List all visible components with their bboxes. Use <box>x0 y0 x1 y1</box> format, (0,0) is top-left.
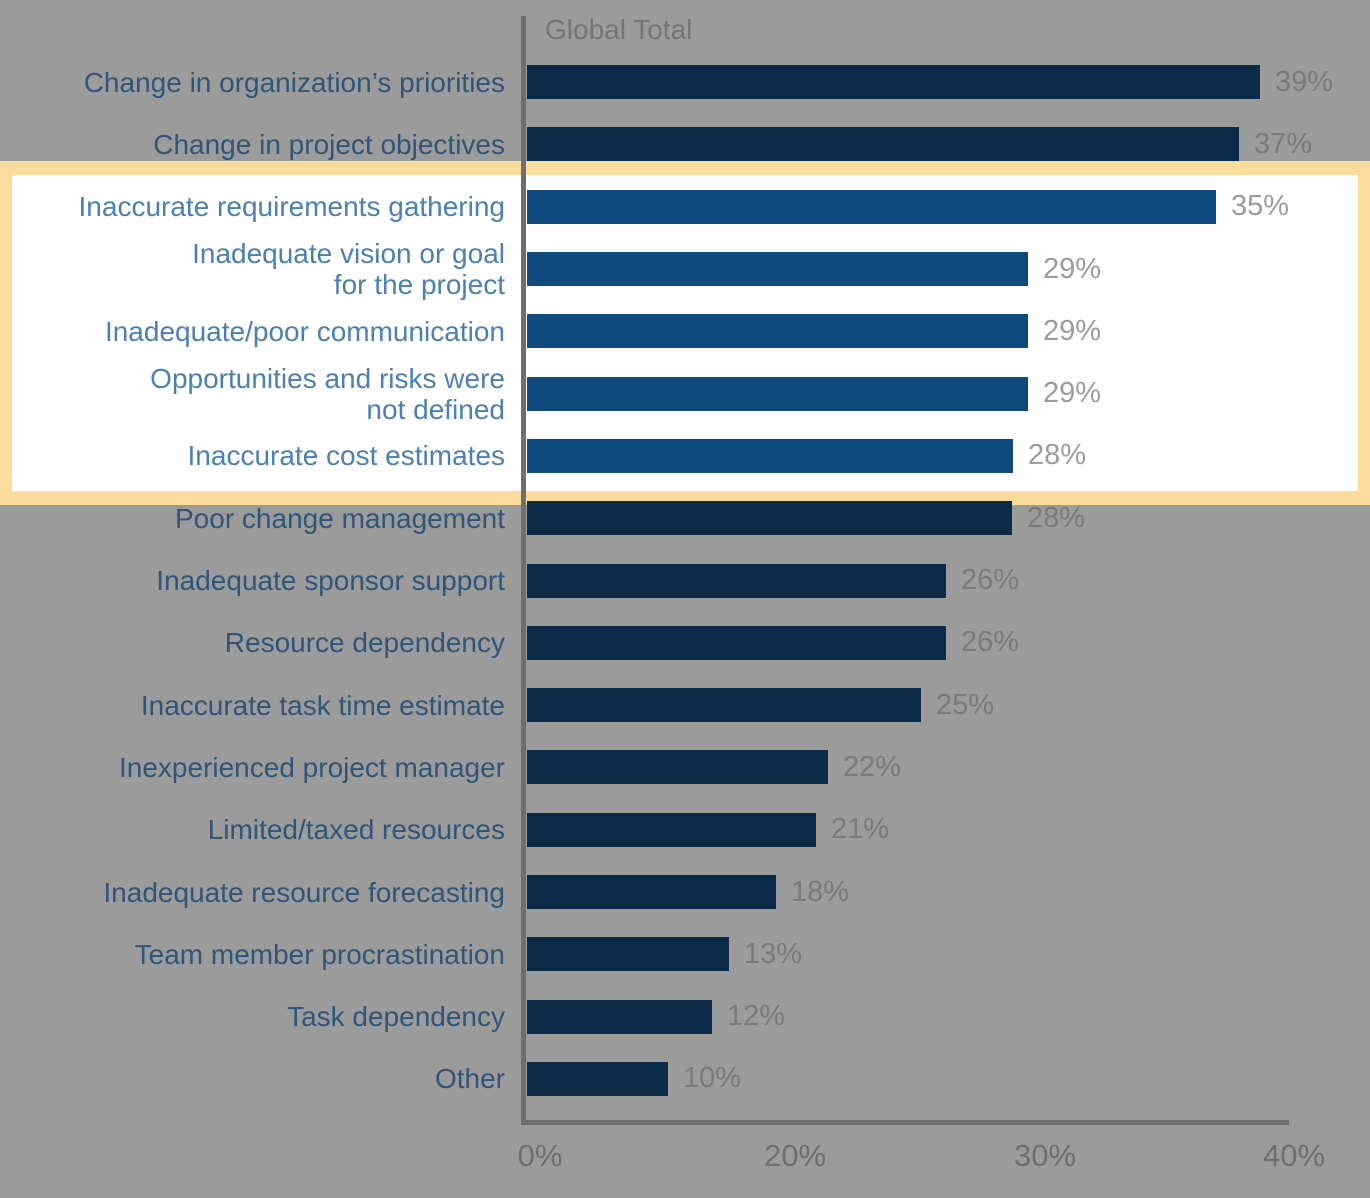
value-label: 35% <box>1231 190 1290 223</box>
bar-row: Inadequate sponsor support 26% <box>0 549 1370 611</box>
value-label: 10% <box>683 1062 742 1095</box>
category-label: Inaccurate cost estimates <box>187 440 505 472</box>
bar-row: Opportunities and risks were not defined… <box>0 362 1370 425</box>
category-label: Resource dependency <box>224 627 505 659</box>
bar-track: 29% <box>527 252 1370 287</box>
x-axis-line <box>521 1120 1289 1125</box>
bar-row: Change in organization’s priorities 39% <box>0 51 1370 113</box>
bar-track: 28% <box>527 501 1370 536</box>
bar-row: Limited/taxed resources 21% <box>0 799 1370 861</box>
bar-rows: Change in organization’s priorities 39% Ch… <box>0 51 1370 1110</box>
category-label: Inaccurate task time estimate <box>140 689 505 721</box>
bar <box>527 376 1028 411</box>
bar-row: Change in project objectives 37% <box>0 113 1370 175</box>
bar-track: 22% <box>527 750 1370 785</box>
bar <box>527 65 1260 100</box>
bar-track: 10% <box>527 1061 1370 1096</box>
bar <box>527 750 828 785</box>
bar-track: 35% <box>527 189 1370 224</box>
bar <box>527 189 1216 224</box>
bar <box>527 1061 668 1096</box>
bar-row: Resource dependency 26% <box>0 612 1370 674</box>
x-tick-label: 30% <box>1013 1138 1077 1173</box>
bar-track: 18% <box>527 875 1370 909</box>
value-label: 13% <box>744 937 803 970</box>
category-label: Opportunities and risks were not defined <box>150 362 505 425</box>
bar-row: Inadequate resource forecasting 18% <box>0 861 1370 923</box>
value-label: 28% <box>1027 501 1086 534</box>
bar <box>527 501 1012 536</box>
bar-track: 12% <box>527 999 1370 1034</box>
category-label: Inaccurate requirements gathering <box>78 191 505 223</box>
x-tick-label: 0% <box>517 1138 563 1173</box>
bar-track: 26% <box>527 563 1370 598</box>
bar-row: Inadequate vision or goal for the projec… <box>0 238 1370 300</box>
bar-row: Other 10% <box>0 1048 1370 1110</box>
value-label: 29% <box>1043 252 1102 285</box>
bar <box>527 937 729 972</box>
bar <box>527 127 1239 162</box>
bar-track: 37% <box>527 127 1370 162</box>
value-label: 18% <box>791 875 850 908</box>
value-label: 26% <box>961 626 1020 659</box>
category-label: Limited/taxed resources <box>207 814 505 846</box>
bar-row: Inaccurate cost estimates 28% <box>0 425 1370 487</box>
value-label: 12% <box>727 1000 786 1033</box>
bar <box>527 999 712 1034</box>
value-label: 28% <box>1028 439 1087 472</box>
x-tick-label: 40% <box>1262 1138 1326 1173</box>
bar-track: 26% <box>527 625 1370 660</box>
bar <box>527 625 946 660</box>
bar-track: 29% <box>527 376 1370 411</box>
category-label: Inadequate sponsor support <box>156 565 505 597</box>
bar-row: Task dependency 12% <box>0 985 1370 1047</box>
bar-track: 13% <box>527 937 1370 972</box>
category-label: Inadequate resource forecasting <box>103 876 505 908</box>
category-label: Other <box>434 1063 505 1095</box>
value-label: 21% <box>831 813 890 846</box>
value-label: 29% <box>1043 377 1102 410</box>
bar-track: 29% <box>527 314 1370 349</box>
category-label: Inexperienced project manager <box>118 751 505 783</box>
bar-track: 21% <box>527 812 1370 847</box>
y-axis-line <box>521 16 526 1125</box>
bar-track: 28% <box>527 438 1370 473</box>
bar-row: Poor change management 28% <box>0 487 1370 549</box>
bar-row: Inaccurate requirements gathering 35% <box>0 176 1370 238</box>
series-label: Global Total <box>545 14 693 45</box>
category-label: Inadequate vision or goal for the projec… <box>192 238 505 301</box>
bar <box>527 563 946 598</box>
category-label: Change in project objectives <box>153 128 505 160</box>
bar-row: Inaccurate task time estimate 25% <box>0 674 1370 736</box>
x-tick-label: 20% <box>763 1138 827 1173</box>
value-label: 26% <box>961 564 1020 597</box>
value-label: 39% <box>1275 65 1334 98</box>
category-label: Change in organization’s priorities <box>83 66 505 98</box>
category-label: Inadequate/poor communication <box>104 315 505 347</box>
bar <box>527 812 816 847</box>
category-label: Team member procrastination <box>134 938 505 970</box>
bar <box>527 252 1028 287</box>
value-label: 29% <box>1043 314 1102 347</box>
bar <box>527 438 1013 473</box>
bar-track: 39% <box>527 65 1370 100</box>
bar <box>527 875 776 909</box>
bar-row: Inexperienced project manager 22% <box>0 736 1370 798</box>
bar <box>527 314 1028 349</box>
category-label: Task dependency <box>287 1001 505 1033</box>
bar-row: Team member procrastination 13% <box>0 923 1370 985</box>
bar-track: 25% <box>527 688 1370 723</box>
value-label: 25% <box>936 688 995 721</box>
value-label: 37% <box>1254 127 1313 160</box>
bar-row: Inadequate/poor communication 29% <box>0 300 1370 362</box>
value-label: 22% <box>843 750 902 783</box>
category-label: Poor change management <box>175 502 505 534</box>
bar <box>527 688 921 723</box>
